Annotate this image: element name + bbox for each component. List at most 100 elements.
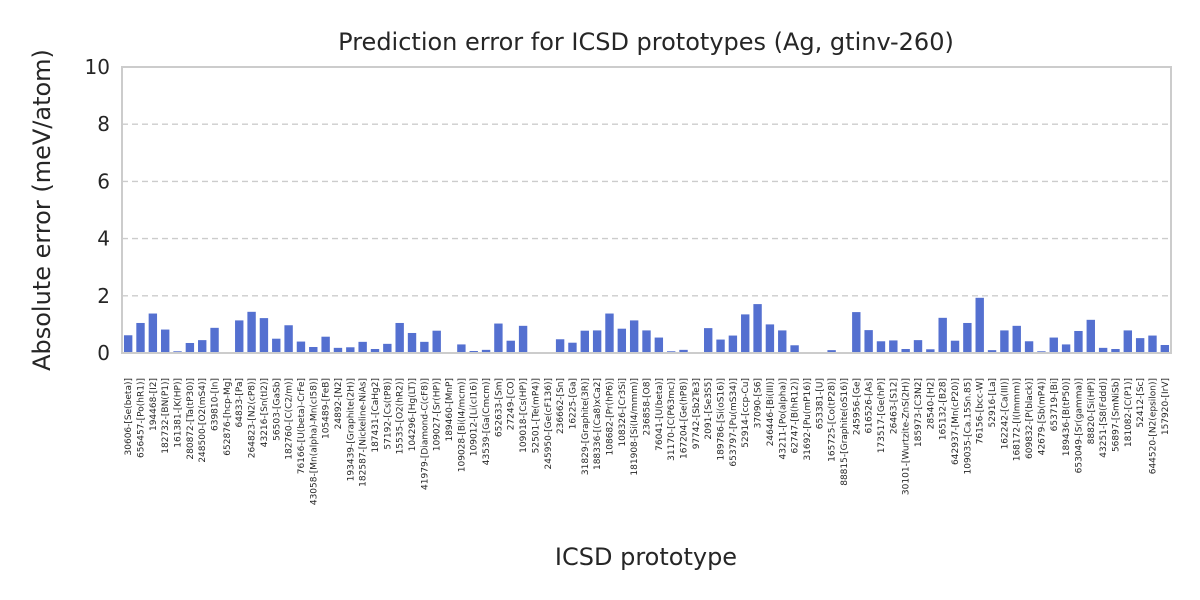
x-tick-label: 105489-[FeB] <box>322 378 332 439</box>
x-tick-label: 56503-[GaSb] <box>272 378 282 441</box>
y-tick-label: 10 <box>85 55 110 79</box>
x-tick-label: 27249-[CO] <box>507 378 517 430</box>
x-tick-label: 187431-[CaHg2] <box>371 378 381 453</box>
bar <box>987 350 997 353</box>
x-tick-label: 639810-[In] <box>211 378 221 431</box>
bar <box>580 330 589 353</box>
bar <box>210 327 219 353</box>
x-tick-label: 236858-[O8] <box>643 378 653 435</box>
bar <box>420 341 429 353</box>
bar <box>198 340 207 353</box>
bar <box>852 312 861 353</box>
x-tick-label: 194468-[I2] <box>149 378 159 431</box>
x-tick-label: 168172-[I(Immm)] <box>1013 378 1023 461</box>
x-tick-label: 43211-[Po(alpha)] <box>778 378 788 459</box>
x-tick-label: 644520-[N2(epsilon)] <box>1148 378 1158 474</box>
x-tick-label: 642937-[Mn(cP20)] <box>951 378 961 465</box>
x-tick-label: 76041-[U(beta)] <box>655 378 665 451</box>
x-tick-label: 157920-[IrV] <box>1161 378 1171 435</box>
bar <box>432 330 441 353</box>
x-tick-label: 76166-[U(beta)-CrFe] <box>297 378 307 474</box>
x-tick-label: 173517-[Ge(hP)] <box>877 378 887 453</box>
x-tick-label: 653719-[Bi] <box>1050 378 1060 431</box>
x-tick-label: 97742-[Sb2Te3] <box>692 378 702 449</box>
bar <box>518 325 528 353</box>
x-tick-label: 76156-[bcc-W] <box>976 378 986 444</box>
x-tick-label: 52501-[Te(mP4)] <box>531 378 541 453</box>
x-tick-label: 656457-[Po(hR1)] <box>137 378 147 458</box>
x-tick-label: 16225-[Ga] <box>568 378 578 429</box>
bar <box>494 323 503 353</box>
bar <box>629 320 639 353</box>
bar <box>148 313 158 353</box>
x-tick-label: 43216-[Sn(tI2)] <box>260 378 270 447</box>
bar <box>1098 347 1108 353</box>
x-tick-label: 182732-[BN(P1)] <box>161 378 171 454</box>
bar <box>605 313 614 353</box>
x-tick-label: 43058-[Mn(alpha)-Mn(cI58)] <box>309 378 319 505</box>
x-axis-label: ICSD prototype <box>555 543 737 571</box>
x-tick-label: 162242-[Ca(III)] <box>1000 378 1010 449</box>
bar <box>704 328 713 353</box>
x-tick-label: 193439-[Graphite(2H)] <box>346 378 356 481</box>
bar <box>1000 330 1009 353</box>
bar <box>555 339 565 353</box>
bar <box>778 330 787 353</box>
bar <box>617 328 627 353</box>
bar <box>864 330 873 353</box>
x-tick-label: 42679-[Sb(mP4)] <box>1037 378 1047 455</box>
bar <box>716 339 725 353</box>
bar <box>728 335 738 353</box>
x-tick-label: 264823-[N2(cP8)] <box>248 378 258 458</box>
plot-frame <box>121 66 1172 354</box>
bar <box>481 349 491 353</box>
x-tick-label: 30606-[Se(beta)] <box>124 378 134 455</box>
bar <box>1086 319 1095 353</box>
x-tick-label: 2091-[Se3S5] <box>704 378 714 440</box>
x-tick-label: 609832-[P(black)] <box>1025 378 1035 459</box>
x-tick-label: 109035-[Ca.15Sn.85] <box>963 378 973 474</box>
bar <box>235 320 244 353</box>
bar <box>1024 341 1034 353</box>
x-tick-label: 181908-[Si(I4/mmm)] <box>630 378 640 476</box>
x-tick-labels: 30606-[Se(beta)] 656457-[Po(hR1)] 194468-[… <box>124 378 1171 505</box>
x-tick-label: 57192-[Cs(tP8)] <box>383 378 393 450</box>
chart-title: Prediction error for ICSD prototypes (Ag… <box>338 28 954 56</box>
bar <box>321 336 330 353</box>
x-tick-label: 52916-[La] <box>988 378 998 427</box>
y-tick-label: 4 <box>97 227 110 251</box>
x-tick-label: 161381-[K(HP)] <box>174 378 184 448</box>
bar <box>383 343 392 353</box>
bar <box>926 349 935 353</box>
bar <box>950 340 960 353</box>
x-tick-label: 165132-[B28] <box>939 378 949 440</box>
bar <box>395 322 404 353</box>
x-tick-label: 52412-[Sc] <box>1136 378 1146 428</box>
y-tick-labels: 0 2 4 6 8 10 <box>85 55 110 365</box>
x-tick-label: 15535-[O2(hR2)] <box>396 378 406 454</box>
x-tick-label: 31692-[Pu(mP16)] <box>803 378 813 461</box>
x-tick-label: 652633-[Sm] <box>494 378 504 437</box>
bar <box>185 342 195 353</box>
x-tick-label: 653381-[U] <box>815 378 825 429</box>
bar <box>963 322 972 353</box>
bar <box>136 322 145 353</box>
bar <box>407 332 417 353</box>
bar <box>506 340 515 353</box>
x-tick-label: 88820-[Si(HP)] <box>1087 378 1097 444</box>
x-tick-label: 182587-[Nickeline-NiAs] <box>359 378 369 487</box>
x-tick-label: 43251-[S8(Fddd)] <box>1099 378 1109 458</box>
bar <box>333 347 343 353</box>
x-tick-label: 181082-[C(P1)] <box>1124 378 1134 447</box>
x-tick-label: 28540-[H2] <box>926 378 936 429</box>
x-tick-label: 188336-[(Ca8)xCa2] <box>593 378 603 470</box>
bar <box>272 338 281 353</box>
y-tick-label: 6 <box>97 169 110 193</box>
bar <box>568 342 577 353</box>
x-tick-label: 52914-[ccp-Cu] <box>741 378 751 448</box>
y-tick-label: 2 <box>97 284 110 308</box>
bar <box>284 325 293 353</box>
x-tick-label: 280872-[Ta(tP30)] <box>186 378 196 460</box>
x-tick-label: 31170-[C(P63mc)] <box>667 378 677 461</box>
x-tick-label: 246446-[Bi(III)] <box>766 378 776 446</box>
